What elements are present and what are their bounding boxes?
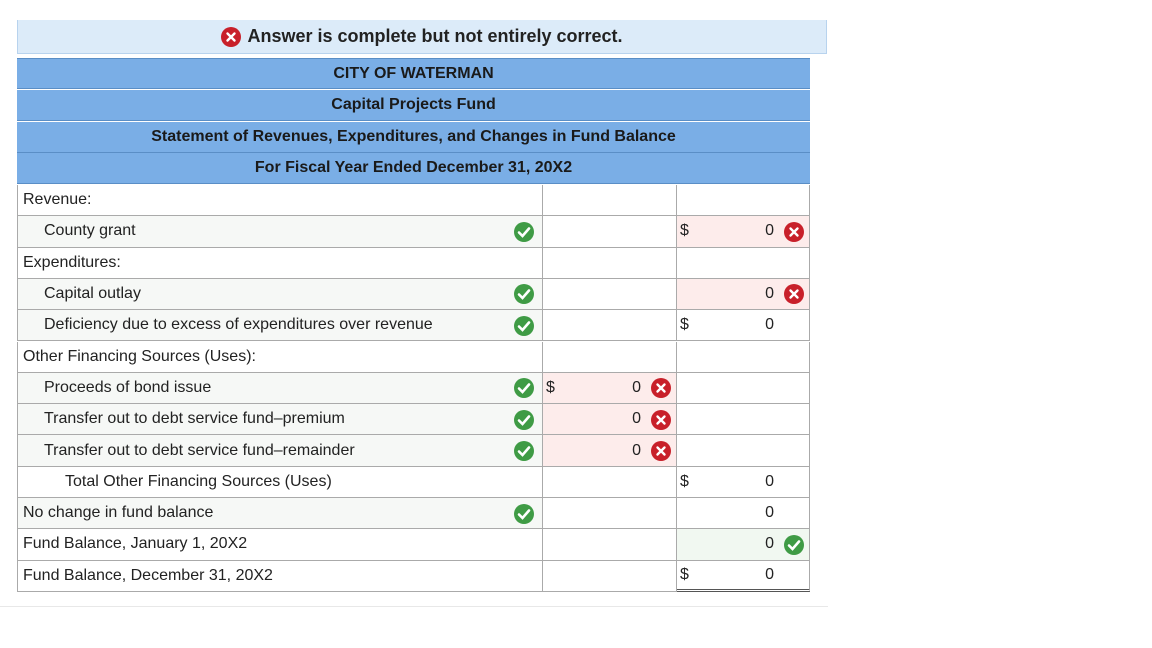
row-label: Fund Balance, January 1, 20X2 [23,535,248,553]
correct-icon [514,440,534,461]
amount-cell: $0 [677,216,810,248]
row-label: Proceeds of bond issue [44,378,212,396]
amount-value: 0 [765,285,774,303]
correct-icon [514,503,534,524]
row-label-cell: No change in fund balance [17,498,543,530]
row-label-cell: Fund Balance, January 1, 20X2 [17,529,543,561]
amount-cell [677,341,810,373]
amount-cell [543,466,677,498]
row-label: Expenditures: [23,253,121,271]
amount-value: 0 [765,535,774,553]
amount-cell: 0 [677,278,810,311]
amount-value: 0 [765,222,774,240]
row-label: Revenue: [23,191,92,209]
amount-value: 0 [765,472,774,490]
amount-value: 0 [765,504,774,522]
amount-cell: $0 [677,466,810,498]
amount-cell [677,435,810,467]
row-label-cell: Total Other Financing Sources (Uses) [17,466,543,498]
row-label-cell: Proceeds of bond issue [17,372,543,405]
amount-value: 0 [632,441,641,459]
amount-cell: 0 [677,498,810,530]
amount-value: 0 [632,378,641,396]
amount-cell [543,247,677,279]
header-row: CITY OF WATERMAN [17,58,810,89]
row-label-cell: Expenditures: [17,247,543,279]
currency-sign: $ [680,472,689,490]
amount-cell [543,560,677,592]
amount-cell: $0 [677,310,810,342]
row-label-cell: Revenue: [17,185,543,217]
correct-icon [784,534,804,555]
row-label: Other Financing Sources (Uses): [23,347,256,365]
answer-banner: Answer is complete but not entirely corr… [17,20,827,54]
correct-icon [514,378,534,399]
amount-cell [543,310,677,342]
row-label-cell: Transfer out to debt service fund–premiu… [17,404,543,436]
amount-cell [543,216,677,248]
amount-value: 0 [632,410,641,428]
currency-sign: $ [546,378,555,396]
currency-sign: $ [680,222,689,240]
row-label-cell: Other Financing Sources (Uses): [17,341,543,373]
row-label: Fund Balance, December 31, 20X2 [23,566,273,584]
footer-line [0,606,828,607]
amount-cell [543,185,677,217]
incorrect-icon [784,221,804,242]
incorrect-icon [221,26,242,47]
amount-cell [543,498,677,530]
amount-cell [677,404,810,436]
amount-cell [543,278,677,311]
row-label-cell: Fund Balance, December 31, 20X2 [17,560,543,592]
currency-sign: $ [680,565,689,583]
row-label-cell: County grant [17,216,543,248]
amount-cell [677,372,810,405]
row-label-cell: Transfer out to debt service fund–remain… [17,435,543,467]
amount-cell [677,185,810,217]
banner-icon [221,26,242,47]
row-label: Transfer out to debt service fund–remain… [44,441,355,459]
header-row: Statement of Revenues, Expenditures, and… [17,121,810,153]
amount-cell: 0 [677,529,810,561]
amount-cell [543,529,677,561]
row-label: County grant [44,222,136,240]
row-label: No change in fund balance [23,504,214,522]
amount-value: 0 [765,565,774,583]
amount-cell: $0 [677,560,810,592]
correct-icon [514,284,534,305]
correct-icon [514,315,534,336]
incorrect-icon [651,409,671,430]
row-label-cell: Deficiency due to excess of expenditures… [17,310,543,342]
row-label: Deficiency due to excess of expenditures… [44,316,433,334]
amount-value: 0 [765,316,774,334]
correct-icon [514,409,534,430]
incorrect-icon [651,440,671,461]
header-row: Capital Projects Fund [17,89,810,121]
header-row: For Fiscal Year Ended December 31, 20X2 [17,153,810,185]
row-label: Capital outlay [44,285,141,303]
row-label: Total Other Financing Sources (Uses) [65,472,332,490]
banner-text: Answer is complete but not entirely corr… [247,26,623,46]
incorrect-icon [651,378,671,399]
correct-icon [514,221,534,242]
incorrect-icon [784,284,804,305]
amount-cell: $0 [543,372,677,405]
amount-cell [677,247,810,279]
amount-cell: 0 [543,435,677,467]
row-label: Transfer out to debt service fund–premiu… [44,410,345,428]
amount-cell: 0 [543,404,677,436]
row-label-cell: Capital outlay [17,278,543,311]
currency-sign: $ [680,316,689,334]
amount-cell [543,341,677,373]
